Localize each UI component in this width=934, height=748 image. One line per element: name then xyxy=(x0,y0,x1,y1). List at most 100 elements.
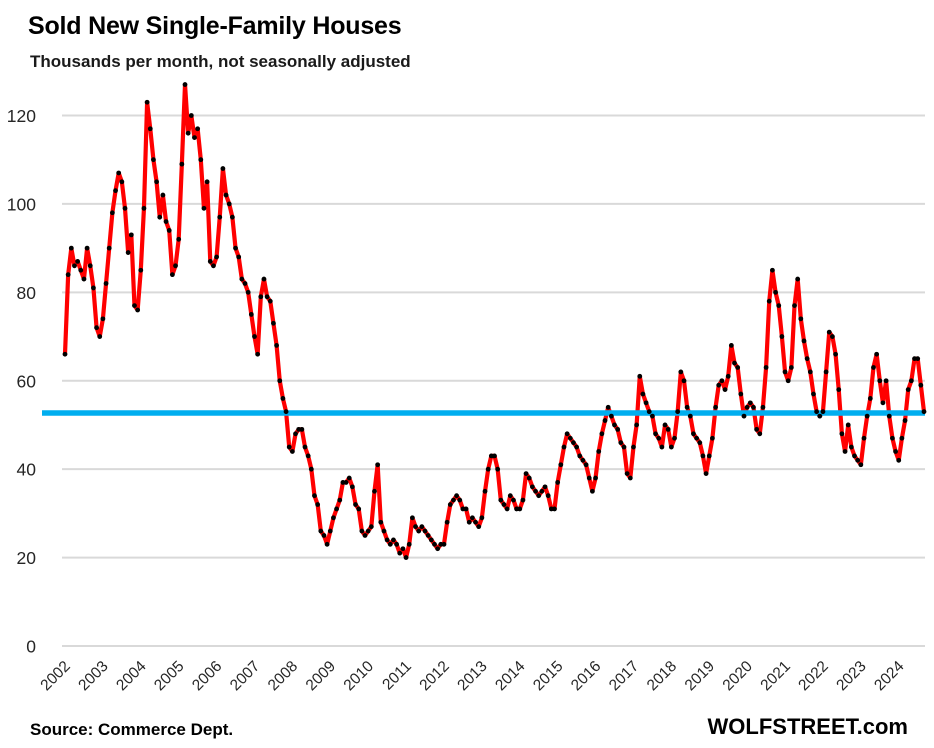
data-point-marker xyxy=(624,471,630,476)
data-point-marker xyxy=(267,298,273,304)
x-axis-label: 2023 xyxy=(833,658,869,694)
data-point-marker xyxy=(466,519,472,525)
data-point-marker xyxy=(833,351,838,357)
data-point-marker xyxy=(113,188,118,194)
data-point-marker xyxy=(918,382,924,388)
x-axis-label: 2009 xyxy=(303,658,339,694)
data-point-marker xyxy=(409,515,415,521)
data-point-marker xyxy=(719,378,725,384)
y-axis-label: 100 xyxy=(7,194,36,214)
data-point-marker xyxy=(728,342,734,348)
data-point-marker xyxy=(160,192,166,198)
data-point-marker xyxy=(274,342,279,348)
data-point-marker xyxy=(447,502,453,507)
gridlines xyxy=(62,114,925,647)
data-point-marker xyxy=(621,444,627,450)
data-point-marker xyxy=(302,444,308,450)
data-point-marker xyxy=(258,294,264,300)
y-axis-label: 20 xyxy=(17,548,37,568)
data-point-marker xyxy=(770,267,775,273)
data-point-marker xyxy=(315,502,321,507)
y-axis-labels: 0 20 40 60 80 100 120 xyxy=(7,106,36,656)
data-point-marker xyxy=(334,506,339,512)
data-point-marker xyxy=(368,524,374,530)
x-axis-label: 2011 xyxy=(379,658,415,694)
data-point-marker xyxy=(163,219,169,225)
data-point-marker xyxy=(590,488,595,494)
data-point-marker xyxy=(479,515,485,521)
x-axis-label: 2016 xyxy=(568,658,604,694)
data-point-marker xyxy=(577,453,583,459)
data-point-marker xyxy=(751,404,756,410)
data-point-marker xyxy=(845,422,851,428)
data-point-marker xyxy=(650,413,655,419)
data-point-marker xyxy=(574,444,580,450)
data-point-marker xyxy=(400,546,406,552)
data-point-marker xyxy=(880,400,886,406)
data-point-marker xyxy=(144,99,150,105)
data-point-marker xyxy=(533,488,538,494)
data-point-marker xyxy=(277,378,283,384)
data-point-marker xyxy=(192,135,197,141)
data-point-marker xyxy=(185,130,191,136)
data-point-marker xyxy=(668,444,674,450)
data-point-marker xyxy=(201,205,207,211)
data-point-marker xyxy=(741,413,747,419)
data-point-marker xyxy=(823,369,829,375)
data-point-marker xyxy=(286,444,292,450)
data-point-marker xyxy=(757,431,763,437)
y-axis-label: 60 xyxy=(17,371,37,391)
x-axis-label: 2015 xyxy=(530,658,566,694)
data-point-marker xyxy=(207,258,213,264)
data-point-marker xyxy=(656,435,662,441)
data-point-marker xyxy=(482,488,488,494)
watermark: WOLFSTREET.com xyxy=(707,714,908,739)
data-point-markers xyxy=(62,82,927,560)
data-point-marker xyxy=(504,506,510,512)
data-point-marker xyxy=(169,272,175,278)
data-point-marker xyxy=(754,426,760,432)
data-point-marker xyxy=(593,475,598,481)
data-point-marker xyxy=(444,519,450,525)
data-point-marker xyxy=(766,298,772,304)
data-point-marker xyxy=(413,524,418,530)
data-point-marker xyxy=(68,245,74,251)
data-point-marker xyxy=(236,254,242,260)
data-point-marker xyxy=(864,413,870,419)
data-point-marker xyxy=(283,409,289,415)
x-axis-label: 2017 xyxy=(606,658,642,694)
data-point-marker xyxy=(747,400,753,406)
data-point-marker xyxy=(637,373,643,379)
data-point-marker xyxy=(441,541,447,547)
data-point-marker xyxy=(599,431,605,437)
data-point-marker xyxy=(896,457,902,463)
data-point-marker xyxy=(672,435,677,441)
data-point-marker xyxy=(583,462,589,468)
data-point-marker xyxy=(147,126,153,132)
data-point-marker xyxy=(103,281,109,286)
data-point-marker xyxy=(179,161,185,167)
data-point-marker xyxy=(858,462,864,468)
data-point-marker xyxy=(359,528,365,534)
data-point-marker xyxy=(675,409,681,415)
data-point-marker xyxy=(744,404,750,410)
data-point-marker xyxy=(567,435,573,441)
data-point-marker xyxy=(627,475,633,481)
x-axis-label: 2013 xyxy=(454,658,490,694)
data-point-marker xyxy=(378,519,384,525)
data-point-marker xyxy=(451,497,456,503)
data-point-marker xyxy=(700,453,706,459)
data-point-marker xyxy=(476,524,482,530)
data-point-marker xyxy=(732,360,737,366)
data-point-marker xyxy=(792,303,797,308)
x-axis-label: 2010 xyxy=(341,658,378,695)
data-point-marker xyxy=(814,409,820,415)
data-point-marker xyxy=(394,541,399,547)
data-point-marker xyxy=(877,378,883,384)
data-point-marker xyxy=(804,356,810,362)
data-point-marker xyxy=(492,453,497,459)
data-point-marker xyxy=(346,475,352,481)
data-point-marker xyxy=(473,519,478,525)
